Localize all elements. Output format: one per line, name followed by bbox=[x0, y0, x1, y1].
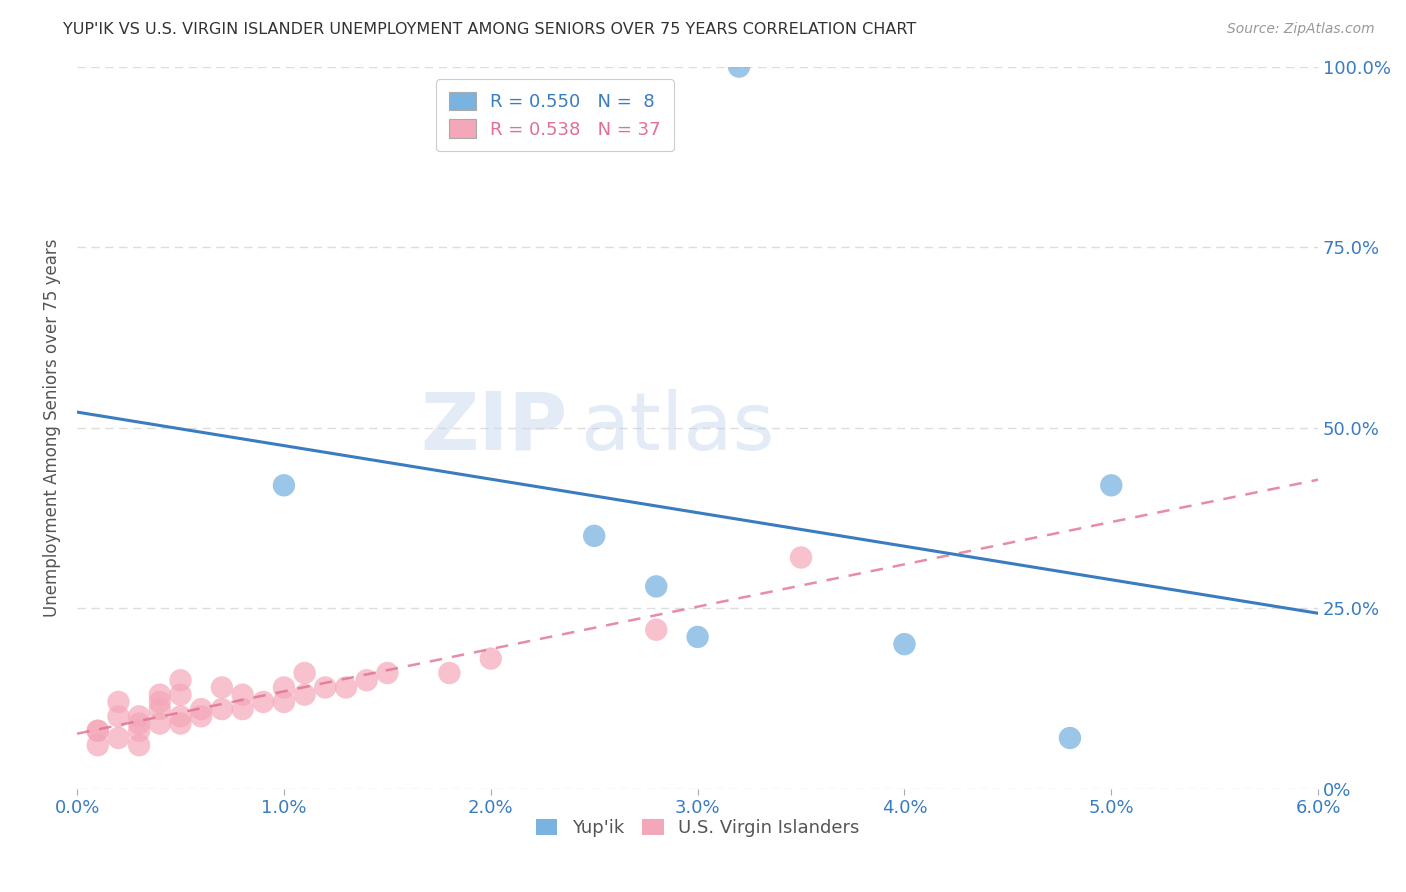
Point bbox=[252, 695, 274, 709]
Point bbox=[149, 716, 172, 731]
Point bbox=[149, 695, 172, 709]
Point bbox=[583, 529, 606, 543]
Point bbox=[335, 681, 357, 695]
Point bbox=[686, 630, 709, 644]
Point bbox=[107, 731, 129, 745]
Text: YUP'IK VS U.S. VIRGIN ISLANDER UNEMPLOYMENT AMONG SENIORS OVER 75 YEARS CORRELAT: YUP'IK VS U.S. VIRGIN ISLANDER UNEMPLOYM… bbox=[63, 22, 917, 37]
Point bbox=[232, 688, 254, 702]
Point bbox=[87, 723, 110, 738]
Point bbox=[294, 688, 316, 702]
Point bbox=[294, 666, 316, 681]
Point bbox=[169, 716, 191, 731]
Point bbox=[479, 651, 502, 665]
Point bbox=[273, 681, 295, 695]
Text: atlas: atlas bbox=[579, 389, 775, 467]
Point bbox=[149, 702, 172, 716]
Point bbox=[149, 688, 172, 702]
Point bbox=[439, 666, 461, 681]
Point bbox=[169, 673, 191, 688]
Text: Source: ZipAtlas.com: Source: ZipAtlas.com bbox=[1227, 22, 1375, 37]
Point bbox=[190, 702, 212, 716]
Legend: Yup'ik, U.S. Virgin Islanders: Yup'ik, U.S. Virgin Islanders bbox=[529, 812, 866, 845]
Point bbox=[107, 695, 129, 709]
Point bbox=[356, 673, 378, 688]
Point bbox=[1059, 731, 1081, 745]
Point bbox=[232, 702, 254, 716]
Point bbox=[87, 723, 110, 738]
Point bbox=[190, 709, 212, 723]
Point bbox=[790, 550, 813, 565]
Point bbox=[87, 738, 110, 752]
Point bbox=[273, 695, 295, 709]
Point bbox=[128, 723, 150, 738]
Point bbox=[128, 709, 150, 723]
Y-axis label: Unemployment Among Seniors over 75 years: Unemployment Among Seniors over 75 years bbox=[44, 238, 60, 616]
Point bbox=[169, 709, 191, 723]
Point bbox=[211, 702, 233, 716]
Point bbox=[314, 681, 336, 695]
Point bbox=[169, 688, 191, 702]
Point bbox=[107, 709, 129, 723]
Point bbox=[645, 579, 668, 593]
Point bbox=[893, 637, 915, 651]
Point bbox=[128, 738, 150, 752]
Point bbox=[377, 666, 399, 681]
Point bbox=[211, 681, 233, 695]
Point bbox=[128, 716, 150, 731]
Point bbox=[728, 60, 751, 74]
Point bbox=[1099, 478, 1122, 492]
Point bbox=[645, 623, 668, 637]
Point bbox=[273, 478, 295, 492]
Text: ZIP: ZIP bbox=[420, 389, 567, 467]
